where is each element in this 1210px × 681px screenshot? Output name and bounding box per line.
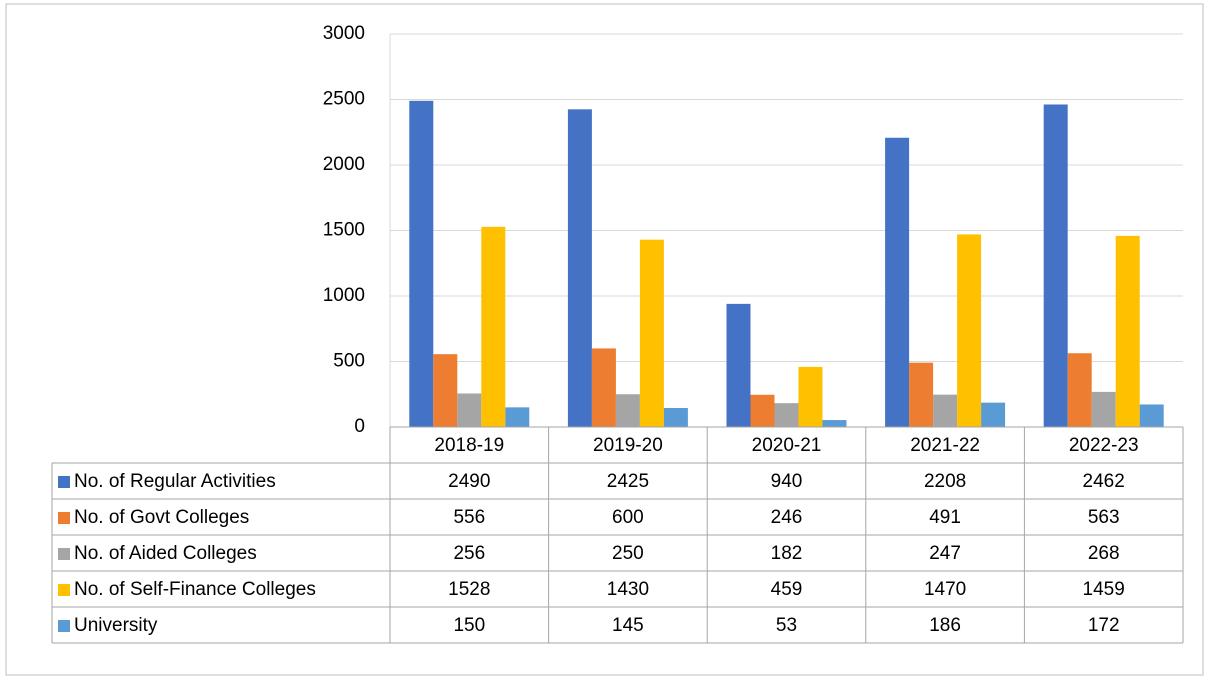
y-tick-label: 1000 <box>323 285 365 306</box>
legend-key <box>58 512 70 524</box>
bar <box>663 408 688 427</box>
bar <box>591 348 616 427</box>
table-value: 563 <box>1088 507 1120 528</box>
bar <box>885 137 910 427</box>
bar <box>798 366 823 427</box>
bar <box>433 354 458 427</box>
y-tick-label: 2500 <box>323 89 365 110</box>
table-value: 186 <box>929 615 961 636</box>
table-value: 556 <box>453 507 485 528</box>
bar <box>615 394 640 427</box>
legend-label: University <box>74 615 158 636</box>
table-value: 182 <box>771 543 803 564</box>
legend-key <box>58 620 70 632</box>
table-value: 1430 <box>607 579 649 600</box>
bar <box>1139 404 1164 427</box>
table-value: 1470 <box>924 579 966 600</box>
table-value: 250 <box>612 543 644 564</box>
bar <box>822 420 847 427</box>
table-value: 246 <box>771 507 803 528</box>
bar <box>774 403 799 427</box>
legend-key <box>58 476 70 488</box>
table-value: 940 <box>771 471 803 492</box>
bar <box>481 226 506 427</box>
y-tick-label: 500 <box>333 351 365 372</box>
bar <box>957 234 982 427</box>
bar <box>567 109 592 427</box>
legend-label: No. of Aided Colleges <box>74 543 257 564</box>
y-tick-label: 0 <box>354 416 365 437</box>
table-value: 150 <box>453 615 485 636</box>
bar <box>1067 353 1092 427</box>
x-tick-label: 2021-22 <box>910 435 980 456</box>
legend-label: No. of Self-Finance Colleges <box>74 579 316 600</box>
table-value: 2425 <box>607 471 649 492</box>
y-tick-label: 2000 <box>323 154 365 175</box>
bar <box>505 407 530 427</box>
bar <box>457 393 482 427</box>
table-value: 53 <box>776 615 797 636</box>
table-value: 2490 <box>448 471 490 492</box>
bar <box>409 100 434 427</box>
table-value: 600 <box>612 507 644 528</box>
table-value: 2462 <box>1083 471 1125 492</box>
legend-label: No. of Govt Colleges <box>74 507 249 528</box>
table-value: 172 <box>1088 615 1120 636</box>
bar <box>726 303 751 427</box>
table-value: 247 <box>929 543 961 564</box>
x-tick-label: 2019-20 <box>593 435 663 456</box>
table-value: 145 <box>612 615 644 636</box>
x-tick-label: 2018-19 <box>434 435 504 456</box>
y-tick-label: 1500 <box>323 220 365 241</box>
bar <box>1115 235 1140 427</box>
bar <box>1091 391 1116 427</box>
bar <box>933 394 958 427</box>
table-value: 459 <box>771 579 803 600</box>
bar <box>639 239 664 427</box>
legend-key <box>58 548 70 560</box>
chart-frame <box>5 3 1204 676</box>
y-tick-label: 3000 <box>323 23 365 44</box>
table-value: 268 <box>1088 543 1120 564</box>
x-tick-label: 2022-23 <box>1069 435 1139 456</box>
bar <box>750 394 775 427</box>
x-tick-label: 2020-21 <box>752 435 822 456</box>
table-value: 256 <box>453 543 485 564</box>
bar <box>981 402 1006 427</box>
legend-label: No. of Regular Activities <box>74 471 276 492</box>
table-value: 1528 <box>448 579 490 600</box>
table-value: 2208 <box>924 471 966 492</box>
table-value: 491 <box>929 507 961 528</box>
bar <box>909 362 934 427</box>
bar <box>1043 104 1068 427</box>
legend-key <box>58 584 70 596</box>
table-value: 1459 <box>1083 579 1125 600</box>
